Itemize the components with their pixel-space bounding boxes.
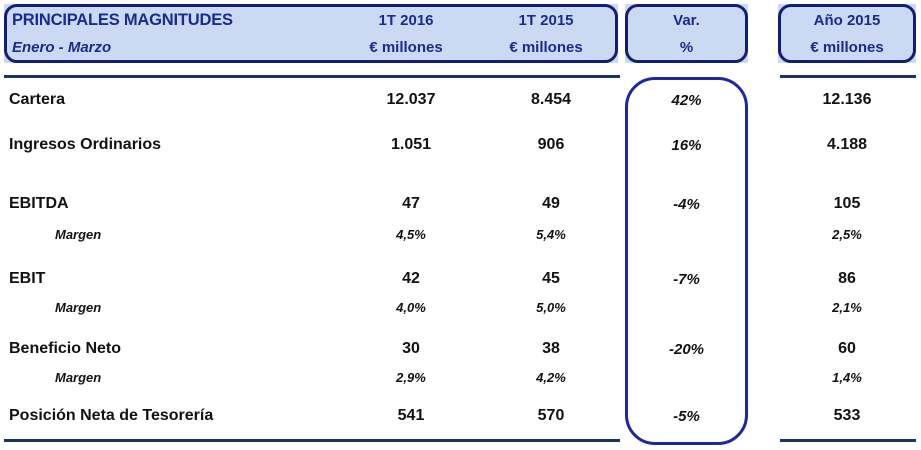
cell-ano2015: 2,5% — [832, 226, 862, 242]
table-header-var-box: Var. % — [625, 4, 748, 63]
table-row-ingresos: Ingresos Ordinarios 1.051 906 16% 4.188 — [4, 122, 916, 168]
column-header-ano2015-unit: € millones — [810, 39, 884, 56]
cell-1t2015: 38 — [542, 340, 560, 357]
column-header-ano2015: Año 2015 € millones — [781, 7, 913, 60]
row-label: EBITDA — [9, 195, 69, 212]
cell-var: 16% — [671, 136, 702, 154]
cell-ano2015: 60 — [838, 340, 856, 357]
table-title-block: PRINCIPALES MAGNITUDES Enero - Marzo — [7, 7, 335, 60]
cell-var: -7% — [673, 270, 700, 288]
cell-var: -20% — [668, 340, 705, 358]
cell-ano2015: 2,1% — [832, 299, 862, 315]
cell-1t2015: 5,4% — [536, 226, 566, 242]
table-row-beneficio-neto: Beneficio Neto 30 38 -20% 60 — [4, 334, 916, 364]
cell-var: -4% — [673, 195, 700, 213]
cell-ano2015: 86 — [838, 270, 856, 287]
cell-1t2015: 5,0% — [536, 299, 566, 315]
column-header-1t2015-unit: € millones — [509, 39, 583, 56]
cell-var: 42% — [671, 91, 702, 109]
row-spacer — [4, 248, 916, 264]
cell-1t2015: 49 — [542, 195, 560, 212]
row-label: Margen — [55, 299, 102, 315]
table-header-var: Var. % — [625, 4, 748, 63]
cell-1t2016: 42 — [402, 270, 420, 287]
cell-1t2016: 12.037 — [386, 91, 436, 108]
row-label: Ingresos Ordinarios — [9, 136, 162, 153]
cell-ano2015: 533 — [833, 407, 861, 424]
column-header-1t2015: 1T 2015 € millones — [477, 7, 615, 60]
table-header-ano2015-box: Año 2015 € millones — [778, 4, 916, 63]
table-row-posicion-neta: Posición Neta de Tesorería 541 570 -5% 5… — [4, 396, 916, 436]
column-header-ano2015-label: Año 2015 — [813, 12, 881, 29]
table-header-main-box: PRINCIPALES MAGNITUDES Enero - Marzo 1T … — [4, 4, 618, 63]
table-row-ebitda-margen: Margen 4,5% 5,4% 2,5% — [4, 220, 916, 248]
cell-1t2016: 30 — [402, 340, 420, 357]
table-header-ano2015: Año 2015 € millones — [778, 4, 916, 63]
row-label: Posición Neta de Tesorería — [9, 407, 214, 424]
table-header-main: PRINCIPALES MAGNITUDES Enero - Marzo 1T … — [4, 4, 618, 63]
table-row-ebit-margen: Margen 4,0% 5,0% 2,1% — [4, 294, 916, 320]
column-header-var: Var. % — [628, 7, 745, 60]
cell-ano2015: 105 — [833, 195, 861, 212]
cell-1t2016: 2,9% — [396, 369, 426, 385]
bottom-rule-right — [780, 439, 916, 442]
top-rule-right — [780, 75, 916, 78]
cell-1t2016: 1.051 — [390, 136, 432, 153]
table-period: Enero - Marzo — [12, 39, 112, 56]
cell-1t2016: 541 — [397, 407, 425, 424]
table-row-beneficio-margen: Margen 2,9% 4,2% 1,4% — [4, 364, 916, 390]
table-body: Cartera 12.037 8.454 42% 12.136 Ingresos… — [4, 78, 916, 436]
table-row-cartera: Cartera 12.037 8.454 42% 12.136 — [4, 78, 916, 122]
cell-1t2015: 8.454 — [530, 91, 572, 108]
row-label: Cartera — [9, 91, 66, 108]
cell-ano2015: 4.188 — [826, 136, 868, 153]
table-row-ebit: EBIT 42 45 -7% 86 — [4, 264, 916, 294]
row-spacer — [4, 320, 916, 334]
bottom-rule-left — [4, 439, 620, 442]
table-row-ebitda: EBITDA 47 49 -4% 105 — [4, 188, 916, 220]
row-label: EBIT — [9, 270, 46, 287]
column-header-var-label: Var. — [673, 12, 700, 29]
cell-ano2015: 1,4% — [832, 369, 862, 385]
row-spacer — [4, 168, 916, 188]
column-header-1t2016-unit: € millones — [369, 39, 443, 56]
cell-1t2015: 45 — [542, 270, 560, 287]
cell-1t2016: 4,5% — [396, 226, 426, 242]
column-header-var-unit: % — [679, 39, 694, 56]
top-rule-left — [4, 75, 620, 78]
table-title: PRINCIPALES MAGNITUDES — [12, 11, 233, 29]
column-header-1t2015-label: 1T 2015 — [518, 12, 574, 29]
cell-1t2015: 906 — [537, 136, 565, 153]
cell-1t2015: 570 — [537, 407, 565, 424]
cell-1t2016: 4,0% — [396, 299, 426, 315]
row-label: Margen — [55, 369, 102, 385]
row-label: Beneficio Neto — [9, 340, 122, 357]
cell-ano2015: 12.136 — [822, 91, 872, 108]
column-header-1t2016-label: 1T 2016 — [378, 12, 434, 29]
cell-var: -5% — [673, 407, 700, 425]
cell-1t2015: 4,2% — [536, 369, 566, 385]
cell-1t2016: 47 — [402, 195, 420, 212]
column-header-1t2016: 1T 2016 € millones — [335, 7, 477, 60]
row-label: Margen — [55, 226, 102, 242]
